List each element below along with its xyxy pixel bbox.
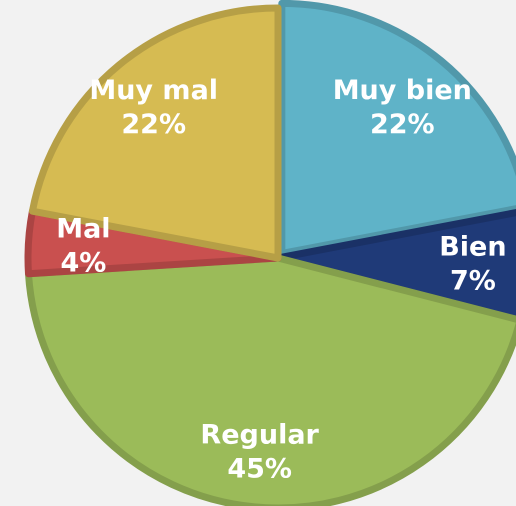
slice-label: Regular [200,420,319,451]
slice-label: Muy mal [89,75,218,106]
slice-label: Mal [56,213,110,244]
pie-slice [278,0,516,257]
slice-value-label: 22% [121,109,186,140]
slice-label: Bien [439,232,506,263]
slice-value-label: 22% [370,109,435,140]
slice-label: Muy bien [333,75,472,106]
slice-value-label: 45% [227,454,292,485]
pie-slice [28,4,282,262]
slice-value-label: 4% [60,247,106,278]
pie-slice [274,209,516,323]
pie-slice [24,254,516,506]
slice-value-label: 7% [450,266,496,297]
